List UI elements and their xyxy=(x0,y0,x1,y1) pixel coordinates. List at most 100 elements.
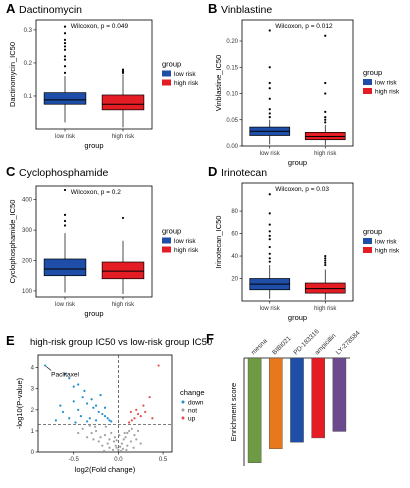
chart-c-ytick-label: 100 xyxy=(22,289,33,295)
chart-a-outlier xyxy=(63,25,67,28)
chart-e-legend-marker xyxy=(181,408,185,412)
chart-d-outlier xyxy=(324,257,327,260)
chart-e-point-down xyxy=(92,406,95,409)
chart-e-point-not xyxy=(117,448,120,451)
chart-a-ytick-label: 0.2 xyxy=(24,61,33,67)
chart-e-ytick-label: 1 xyxy=(31,429,35,435)
chart-b-legend-swatch xyxy=(363,88,372,94)
chart-e-point-not xyxy=(126,431,129,435)
chart-e-point-not xyxy=(111,448,115,451)
chart-c-outlier xyxy=(63,213,67,216)
chart-e-point-down xyxy=(86,402,89,405)
chart-b-xtick-label: high risk xyxy=(314,151,337,157)
chart-b-title: Vinblastine xyxy=(221,4,272,16)
chart-e-point-not xyxy=(124,436,127,439)
chart-e-legend-title: change xyxy=(180,388,205,397)
chart-c-outlier xyxy=(121,216,125,220)
chart-e-point-not xyxy=(94,425,97,428)
chart-d-outlier xyxy=(268,252,271,255)
chart-e-point-not xyxy=(120,442,124,445)
chart-b-legend-item: high risk xyxy=(375,89,400,96)
chart-e-point-down xyxy=(68,377,71,380)
chart-a-panel-label: A xyxy=(6,1,16,16)
chart-f-panel-label: F xyxy=(206,331,214,346)
chart-e-point-up xyxy=(133,417,136,420)
chart-b-outlier xyxy=(268,116,271,119)
chart-e-point-up xyxy=(130,419,133,422)
chart-e-point-down xyxy=(59,404,62,407)
chart-a-outlier xyxy=(63,32,67,35)
chart-e-point-not xyxy=(113,436,116,439)
chart-e-point-down xyxy=(103,406,107,409)
chart-d-frame xyxy=(241,182,354,302)
chart-e-point-not xyxy=(133,434,136,437)
chart-e-point-not xyxy=(125,448,128,451)
chart-f-bar xyxy=(247,357,262,463)
chart-b-outlier xyxy=(324,92,327,95)
chart-f-category-label: BIBI021 xyxy=(271,335,293,357)
chart-d-outlier xyxy=(324,263,327,267)
chart-a-outlier xyxy=(63,48,67,51)
chart-e-point-down xyxy=(54,419,57,422)
chart-a-xtick-label: high risk xyxy=(112,134,135,140)
chart-a-outlier xyxy=(63,65,67,68)
chart-b-ytick-label: 0.20 xyxy=(226,39,238,45)
chart-e-point-down xyxy=(77,383,80,386)
chart-e-ylabel: -log10(P-value) xyxy=(15,377,24,429)
chart-e-point-not xyxy=(108,438,111,441)
chart-c-box-high-risk xyxy=(101,261,145,280)
chart-b-outlier xyxy=(324,121,327,124)
chart-e-point-not xyxy=(90,431,93,435)
chart-d-xtick-label: low risk xyxy=(260,306,281,312)
chart-e-point-not xyxy=(104,425,107,428)
chart-e-point-up xyxy=(144,410,147,414)
chart-e-point-up xyxy=(142,404,145,407)
chart-e-point-not xyxy=(132,446,135,449)
chart-b-ytick-label: 0.15 xyxy=(226,65,238,71)
chart-e-point-up xyxy=(148,396,151,399)
chart-e-point-down xyxy=(103,415,107,418)
chart-e-legend-marker xyxy=(181,400,185,404)
chart-e-legend-item: not xyxy=(188,407,197,414)
chart-d-outlier xyxy=(324,261,327,264)
chart-f-ylabel: Enrichment score xyxy=(229,383,238,441)
chart-e-point-down xyxy=(72,400,75,403)
chart-d-legend-item: low risk xyxy=(375,239,397,246)
chart-c-legend-item: low risk xyxy=(174,238,196,245)
chart-d-legend-title: group xyxy=(363,227,382,236)
chart-e-point-not xyxy=(135,438,138,441)
chart-e-point-not xyxy=(94,429,98,433)
chart-e-title: high-risk group IC50 vs low-risk group I… xyxy=(30,337,212,348)
chart-e-ytick-label: 2 xyxy=(31,408,35,414)
chart-e-point-down xyxy=(90,398,93,401)
chart-c-legend-swatch xyxy=(162,237,171,244)
chart-c-ytick-label: 200 xyxy=(22,259,33,265)
chart-d-ylabel: Irinotecan_IC50 xyxy=(214,216,223,269)
chart-e-point-down xyxy=(44,364,47,367)
chart-e-point-up xyxy=(129,410,133,414)
chart-d-outlier xyxy=(268,193,271,196)
chart-a-outlier xyxy=(63,71,67,74)
chart-b-outlier xyxy=(324,118,327,121)
chart-e-point-down xyxy=(61,410,65,414)
chart-c-panel-label: C xyxy=(6,164,16,179)
chart-e-point-not xyxy=(115,439,118,442)
chart-e-point-not xyxy=(136,429,140,433)
chart-e-point-not xyxy=(130,427,133,430)
chart-b-stat: Wilcoxon, p = 0.012 xyxy=(275,23,333,30)
chart-e-xtick-label: 0.5 xyxy=(159,457,168,463)
chart-e-legend-marker xyxy=(181,416,185,420)
chart-b-ytick-label: 0.10 xyxy=(226,92,238,98)
chart-a-ytick-label: 0.3 xyxy=(24,28,33,34)
chart-d-legend-item: high risk xyxy=(375,248,400,255)
chart-a-legend-item: high risk xyxy=(174,80,199,87)
chart-b-outlier xyxy=(324,110,327,113)
chart-e-point-down xyxy=(88,417,91,420)
chart-d-ytick-label: 60 xyxy=(231,232,238,238)
chart-a-box-high-risk xyxy=(101,94,145,111)
chart-e-point-down xyxy=(106,417,109,420)
chart-f-bar xyxy=(332,357,347,432)
chart-e-point-down xyxy=(74,421,77,424)
chart-b-frame xyxy=(241,19,354,147)
chart-e-point-not xyxy=(119,449,123,453)
